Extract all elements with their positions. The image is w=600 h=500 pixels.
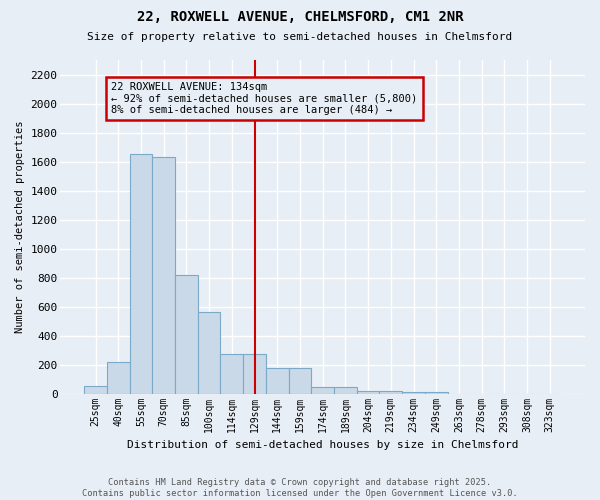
Bar bbox=[198, 312, 220, 394]
Y-axis label: Number of semi-detached properties: Number of semi-detached properties bbox=[15, 120, 25, 333]
Bar bbox=[289, 368, 311, 394]
Bar bbox=[220, 354, 243, 394]
Text: 22 ROXWELL AVENUE: 134sqm
← 92% of semi-detached houses are smaller (5,800)
8% o: 22 ROXWELL AVENUE: 134sqm ← 92% of semi-… bbox=[112, 82, 418, 115]
Bar bbox=[175, 274, 198, 394]
Bar bbox=[379, 390, 402, 394]
Bar bbox=[402, 392, 425, 394]
Bar bbox=[130, 154, 152, 394]
Text: Size of property relative to semi-detached houses in Chelmsford: Size of property relative to semi-detach… bbox=[88, 32, 512, 42]
Bar bbox=[334, 387, 357, 394]
Bar bbox=[266, 368, 289, 394]
Text: 22, ROXWELL AVENUE, CHELMSFORD, CM1 2NR: 22, ROXWELL AVENUE, CHELMSFORD, CM1 2NR bbox=[137, 10, 463, 24]
Bar bbox=[84, 386, 107, 394]
X-axis label: Distribution of semi-detached houses by size in Chelmsford: Distribution of semi-detached houses by … bbox=[127, 440, 518, 450]
Bar bbox=[243, 354, 266, 394]
Bar bbox=[425, 392, 448, 394]
Bar bbox=[107, 362, 130, 394]
Bar bbox=[311, 387, 334, 394]
Text: Contains HM Land Registry data © Crown copyright and database right 2025.
Contai: Contains HM Land Registry data © Crown c… bbox=[82, 478, 518, 498]
Bar bbox=[357, 390, 379, 394]
Bar bbox=[152, 157, 175, 394]
